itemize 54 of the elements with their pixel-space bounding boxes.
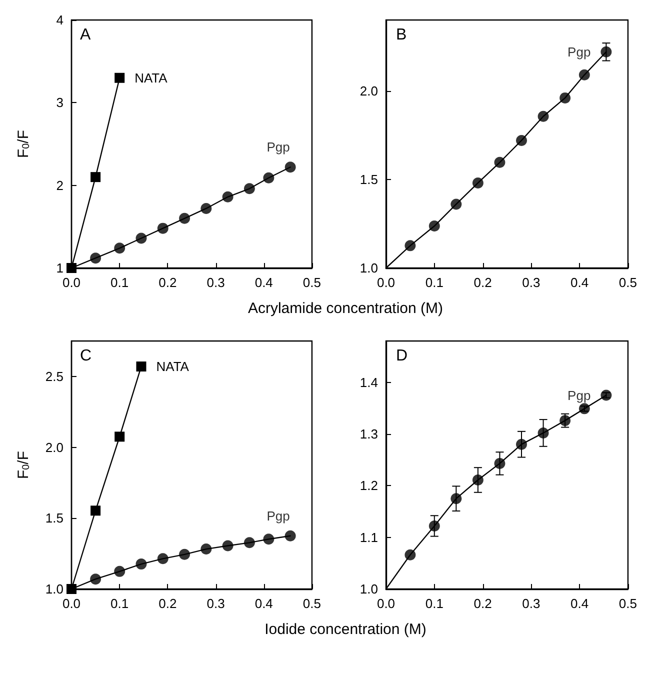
y-tick-label: 1.0 xyxy=(45,582,64,596)
y-tick-label: 1.0 xyxy=(360,260,378,276)
y-axis-title: F0/F xyxy=(15,130,32,158)
x-tick-label: 0.1 xyxy=(110,596,129,611)
y-tick-label: 2.0 xyxy=(45,440,64,455)
y-tick-label: 1 xyxy=(56,260,64,276)
y-tick-label: 2 xyxy=(56,178,64,193)
y-tick-label: 1.5 xyxy=(45,510,64,526)
x-tick-label: 0.2 xyxy=(474,275,492,290)
y-tick-label: 1.2 xyxy=(360,478,378,494)
chart-title: C xyxy=(80,348,92,364)
x-tick-label: 0.4 xyxy=(570,596,589,611)
y-tick-label: 2.5 xyxy=(45,368,64,384)
x-tick-label: 0.4 xyxy=(254,275,273,290)
y-tick-label: 1.0 xyxy=(360,582,378,596)
x-tick-label: 0.4 xyxy=(254,596,273,611)
y-tick-label: 1.3 xyxy=(360,426,378,442)
x-tick-label: 0.5 xyxy=(302,596,322,611)
x-axis-title: Iodide concentration (M) xyxy=(264,621,428,638)
x-tick-label: 0.5 xyxy=(618,596,638,611)
x-tick-label: 0.0 xyxy=(62,275,81,290)
chart-title: A xyxy=(80,26,91,44)
y-tick-label: 1.5 xyxy=(360,172,378,187)
x-tick-label: 0.2 xyxy=(158,596,177,611)
x-tick-label: 0.3 xyxy=(206,596,225,611)
x-tick-label: 0.2 xyxy=(158,275,177,290)
x-tick-label: 0.1 xyxy=(425,275,444,290)
y-tick-label: 2.0 xyxy=(360,83,378,98)
series-label: Pgp xyxy=(568,388,591,403)
y-tick-label: 4 xyxy=(56,12,64,28)
series-label: Pgp xyxy=(568,44,591,60)
series-label: Pgp xyxy=(266,508,290,524)
x-tick-label: 0.0 xyxy=(62,596,81,611)
series-label: NATA xyxy=(156,359,190,374)
x-tick-label: 0.5 xyxy=(618,275,638,290)
x-tick-label: 0.1 xyxy=(110,275,129,290)
chart-title: D xyxy=(396,348,408,364)
y-tick-label: 1.4 xyxy=(360,374,378,390)
series-label: Pgp xyxy=(266,140,290,155)
x-tick-label: 0.1 xyxy=(425,596,444,611)
x-tick-label: 0.3 xyxy=(522,275,540,290)
x-tick-label: 0.3 xyxy=(206,275,225,290)
x-tick-label: 0.5 xyxy=(302,275,322,290)
x-tick-label: 0.2 xyxy=(474,596,492,611)
y-tick-label: 1.1 xyxy=(360,530,378,545)
y-tick-label: 3 xyxy=(56,95,64,110)
x-tick-label: 0.0 xyxy=(376,596,396,611)
x-axis-title: Acrylamide concentration (M) xyxy=(246,300,444,317)
y-axis-title: F0/F xyxy=(15,450,32,480)
x-tick-label: 0.4 xyxy=(570,275,589,290)
x-tick-label: 0.0 xyxy=(376,275,396,290)
x-tick-label: 0.3 xyxy=(522,596,540,611)
series-label: NATA xyxy=(134,70,168,86)
chart-title: B xyxy=(396,26,407,44)
